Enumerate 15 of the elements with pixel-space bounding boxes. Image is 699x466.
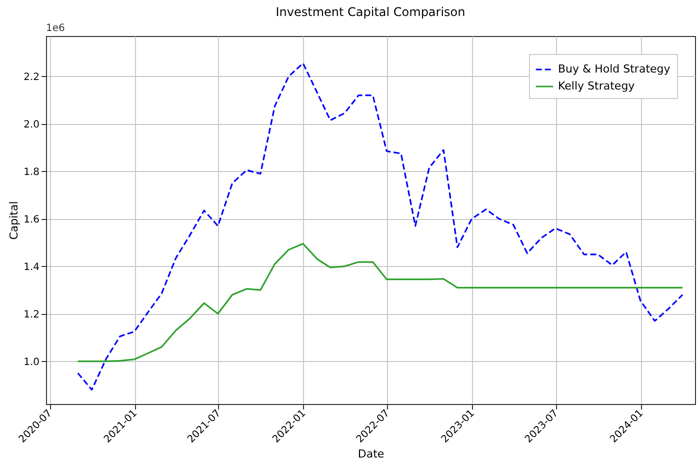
y-tick-label: 1.0 <box>24 356 40 368</box>
y-tick-label: 1.2 <box>24 309 40 320</box>
chart-title: Investment Capital Comparison <box>276 5 466 19</box>
y-tick-label: 1.4 <box>24 262 40 273</box>
y-tick-label: 2.0 <box>24 119 40 130</box>
x-axis-title: Date <box>358 448 384 461</box>
line-series <box>77 62 684 391</box>
y-axis-title: Capital <box>8 201 21 240</box>
legend-label: Kelly Strategy <box>558 80 636 92</box>
y-tick-label: 2.2 <box>24 72 40 83</box>
text: 1e6 <box>46 23 65 34</box>
y-tick-label: 1.6 <box>24 214 40 226</box>
line-series <box>77 242 684 362</box>
legend-label: Buy & Hold Strategy <box>558 62 671 76</box>
y-tick-label: 1.8 <box>24 166 40 178</box>
